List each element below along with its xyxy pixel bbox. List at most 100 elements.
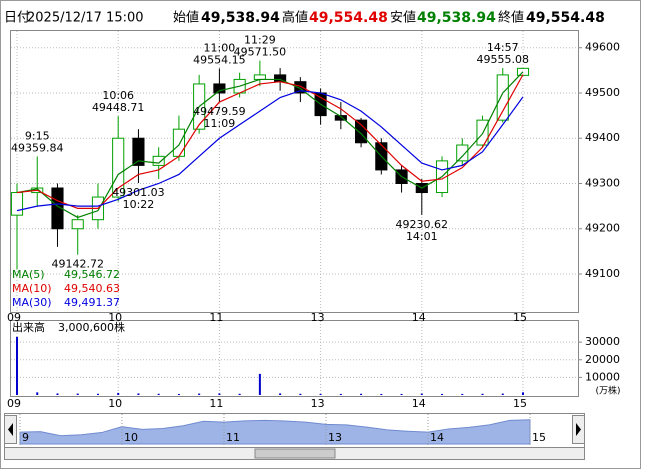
date-label: 日付: [4, 11, 30, 26]
volume-unit: (万株): [595, 385, 620, 397]
volume-bar: [501, 393, 504, 395]
scroll-thumb[interactable]: [254, 448, 336, 459]
close-label: 終値: [498, 10, 524, 26]
volume-bar: [36, 392, 39, 395]
volume-bar: [420, 393, 423, 395]
navigator-label: 11: [226, 431, 240, 444]
low-value: 49,538.94: [417, 10, 496, 26]
candle-body: [253, 74, 266, 80]
x-tick-label: 11: [209, 311, 223, 324]
y-tick-label: 49500: [585, 86, 620, 99]
y-tick-label: 49600: [585, 41, 620, 54]
volume-bar: [522, 392, 524, 395]
x-tick-label: 15: [513, 311, 527, 324]
high-label: 高値: [282, 10, 308, 26]
y-tick-label: 10000: [585, 370, 620, 383]
x-tick-label: 10: [108, 311, 122, 324]
volume-bar: [218, 393, 221, 395]
volume-bar: [96, 393, 99, 395]
navigator-label: 13: [328, 431, 342, 444]
y-tick-label: 49100: [585, 267, 620, 280]
right-arrow-icon: [576, 423, 581, 436]
left-arrow-icon: [8, 423, 13, 436]
annotation: 14:01: [406, 230, 438, 243]
annotation: 49479.59: [193, 105, 246, 118]
volume-bar: [198, 393, 201, 395]
y-tick-label: 49300: [585, 176, 620, 189]
annotation: 49448.71: [92, 101, 145, 114]
candle-body: [355, 119, 368, 144]
volume-bar: [400, 393, 403, 395]
x-tick-label: 11: [209, 397, 223, 410]
candle-body: [132, 137, 145, 166]
legend-name: MA(10): [12, 282, 52, 295]
open-value: 49,538.94: [201, 10, 280, 26]
volume-bar: [238, 393, 241, 395]
volume-bar: [279, 393, 282, 395]
annotation: 11:29: [244, 34, 276, 47]
volume-bar: [258, 373, 261, 395]
volume-total: 3,000,600株: [58, 320, 125, 334]
annotation: 49571.50: [234, 46, 287, 59]
annotation: 49359.84: [11, 141, 64, 154]
annotation: 49554.15: [193, 53, 246, 66]
date-value: 2025/12/17 15:00: [27, 11, 144, 26]
volume-bar: [481, 393, 484, 395]
volume-bar: [16, 336, 18, 395]
x-tick-label: 15: [513, 397, 527, 410]
candle-body: [51, 187, 64, 230]
candle-body: [213, 83, 226, 94]
y-tick-label: 49200: [585, 222, 620, 235]
legend-name: MA(5): [12, 268, 45, 281]
navigator-area: [19, 419, 531, 445]
candle-body: [456, 144, 469, 162]
ma-line: [16, 90, 524, 212]
navigator-label: 14: [430, 431, 444, 444]
volume-bar: [441, 393, 444, 395]
volume-bar: [360, 393, 363, 395]
candle-body: [294, 81, 307, 94]
volume-title: 出来高: [12, 320, 45, 334]
volume-bar: [380, 393, 383, 395]
volume-bar: [137, 393, 140, 395]
annotation: 10:06: [102, 89, 134, 102]
annotation: 11:00: [204, 41, 236, 54]
annotation: 49301.03: [112, 186, 165, 199]
y-tick-label: 30000: [585, 335, 620, 348]
volume-bar: [56, 393, 59, 395]
candle-body: [10, 192, 24, 216]
volume-bar: [299, 393, 302, 395]
annotation: 49555.08: [477, 53, 530, 66]
annotation: 10:22: [123, 198, 155, 211]
candle-body: [172, 128, 185, 157]
close-value: 49,554.48: [526, 10, 605, 26]
volume-bar: [157, 393, 160, 395]
candle-body: [71, 219, 84, 230]
volume-bar: [339, 393, 342, 395]
candle-body: [496, 74, 509, 121]
low-label: 安値: [390, 10, 416, 26]
volume-plot-border: [10, 320, 579, 397]
x-tick-label: 14: [412, 311, 426, 324]
legend-value: 49,546.72: [64, 268, 120, 281]
candle-body: [334, 115, 347, 121]
annotation: 49230.62: [396, 218, 449, 231]
x-tick-label: 13: [311, 311, 325, 324]
volume-bar: [461, 393, 464, 395]
legend-name: MA(30): [12, 296, 52, 309]
navigator-label: 10: [124, 431, 138, 444]
main-plot-border: [10, 30, 579, 313]
volume-bar: [177, 393, 180, 395]
legend-value: 49,540.63: [64, 282, 120, 295]
x-tick-label: 09: [7, 397, 21, 410]
volume-bar: [76, 393, 79, 395]
x-tick-label: 14: [412, 397, 426, 410]
x-tick-label: 13: [311, 397, 325, 410]
y-tick-label: 20000: [585, 353, 620, 366]
annotation: 49142.72: [51, 258, 104, 271]
volume-bar: [319, 393, 322, 395]
open-label: 始値: [173, 10, 199, 26]
volume-bar: [117, 392, 120, 395]
annotation: 9:15: [25, 129, 50, 142]
